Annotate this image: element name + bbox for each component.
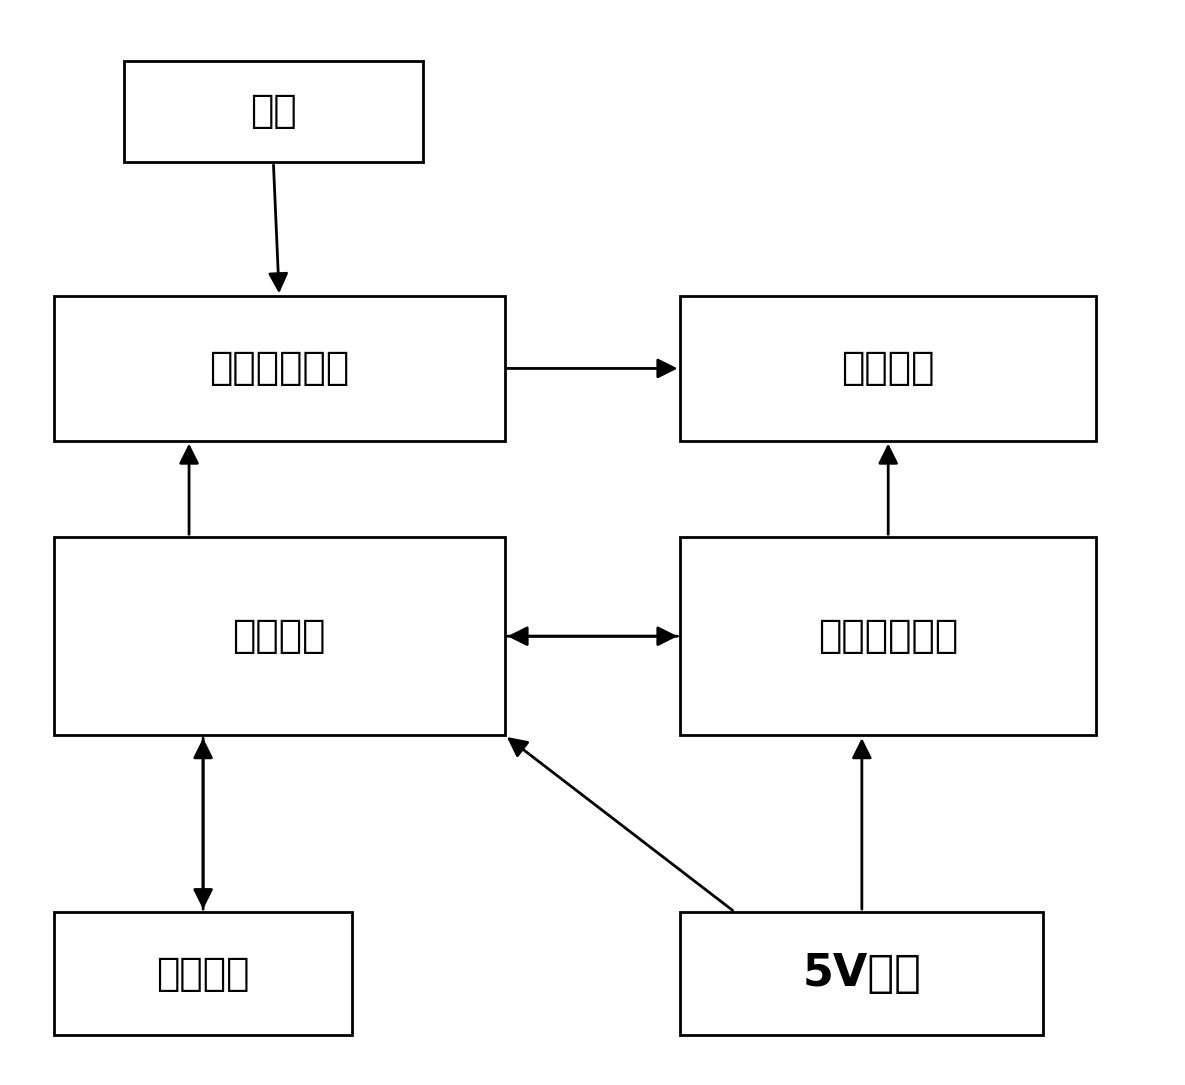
Bar	[680, 537, 1096, 736]
Bar	[124, 61, 423, 163]
Bar	[53, 537, 505, 736]
Text: 显示模块: 显示模块	[156, 955, 250, 993]
Text: 浪涌发生模块: 浪涌发生模块	[209, 349, 350, 387]
Bar	[53, 912, 352, 1035]
Text: 电源: 电源	[250, 92, 296, 130]
Bar	[680, 296, 1096, 441]
Text: 5V充电: 5V充电	[802, 953, 921, 995]
Text: 主控模块: 主控模块	[232, 617, 326, 655]
Bar	[680, 912, 1043, 1035]
Bar	[53, 296, 505, 441]
Text: 待测设备: 待测设备	[841, 349, 935, 387]
Text: 控制检测模块: 控制检测模块	[818, 617, 959, 655]
